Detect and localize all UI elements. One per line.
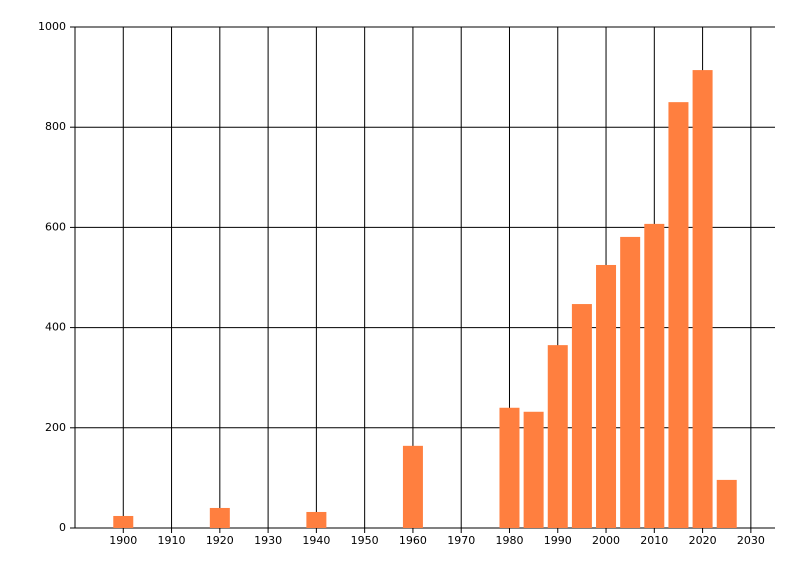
x-tick-label: 1940 xyxy=(302,534,330,547)
y-tick-label: 400 xyxy=(45,321,66,334)
x-tick-label: 1980 xyxy=(495,534,523,547)
y-tick-label: 200 xyxy=(45,421,66,434)
x-tick-label: 1960 xyxy=(399,534,427,547)
bar xyxy=(113,515,134,528)
x-tick-label: 1910 xyxy=(158,534,186,547)
x-tick-label: 1930 xyxy=(254,534,282,547)
bar xyxy=(209,507,230,528)
bar xyxy=(620,236,641,528)
bar xyxy=(716,479,737,528)
x-tick-label: 1900 xyxy=(109,534,137,547)
x-tick-label: 2030 xyxy=(737,534,765,547)
x-tick-label: 1920 xyxy=(206,534,234,547)
bar xyxy=(547,345,568,528)
y-tick-label: 1000 xyxy=(38,20,66,33)
bar xyxy=(644,223,665,528)
x-tick-label: 1950 xyxy=(351,534,379,547)
bar xyxy=(571,304,592,528)
x-tick-label: 1990 xyxy=(544,534,572,547)
x-tick-label: 1970 xyxy=(447,534,475,547)
bar xyxy=(596,264,617,528)
y-tick-label: 600 xyxy=(45,220,66,233)
bar xyxy=(692,70,713,528)
y-tick-label: 800 xyxy=(45,120,66,133)
bar xyxy=(306,511,327,528)
bar xyxy=(523,411,544,528)
y-tick-label: 0 xyxy=(59,521,66,534)
x-tick-label: 2010 xyxy=(640,534,668,547)
bar xyxy=(499,407,520,528)
bar xyxy=(402,445,423,528)
x-tick-label: 2000 xyxy=(592,534,620,547)
x-tick-label: 2020 xyxy=(689,534,717,547)
bar xyxy=(668,102,689,529)
